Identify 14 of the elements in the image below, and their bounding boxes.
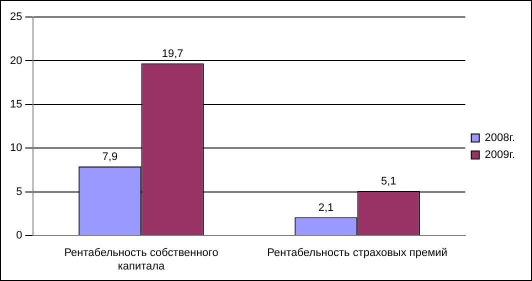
x-tick-label: Рентабельность собственного капитала: [64, 247, 218, 272]
legend-label: 2009г.: [484, 149, 516, 162]
data-label: 2,1: [318, 202, 334, 214]
data-label: 7,9: [102, 151, 118, 164]
y-tick-label: 15: [10, 98, 22, 110]
legend-label: 2008г.: [484, 132, 516, 144]
y-tick-label: 0: [16, 230, 22, 242]
y-tick-label: 25: [10, 11, 22, 24]
x-tick-label: Рентабельность страховых премий: [267, 247, 448, 260]
data-label: 5,1: [380, 176, 396, 188]
y-tick-label: 20: [10, 54, 22, 67]
y-tick-label: 10: [10, 142, 22, 154]
data-label: 19,7: [162, 48, 184, 60]
y-tick-label: 5: [16, 186, 22, 198]
